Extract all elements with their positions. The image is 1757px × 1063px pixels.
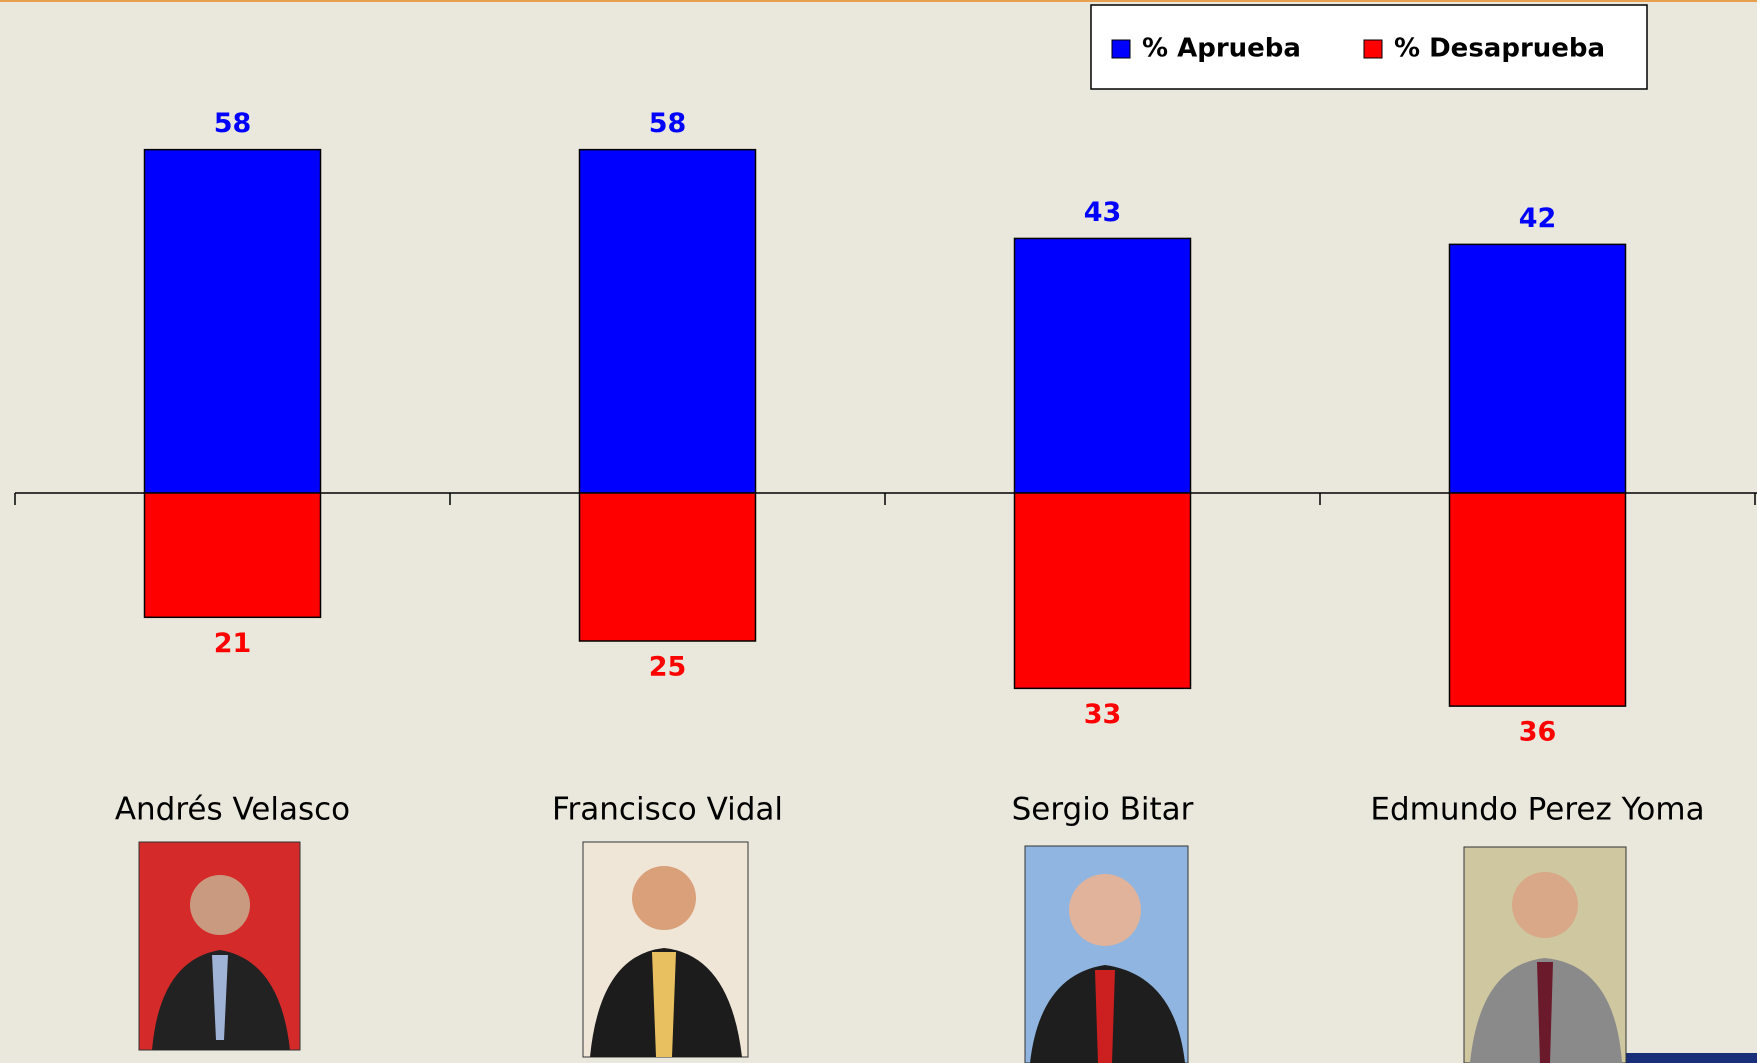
value-label: 21 xyxy=(214,628,252,659)
category-label: Sergio Bitar xyxy=(1012,792,1194,828)
bar xyxy=(1448,492,1627,707)
legend-label: % Aprueba xyxy=(1142,34,1301,64)
bar xyxy=(1013,237,1192,494)
value-label: 43 xyxy=(1084,197,1122,228)
corner-block xyxy=(1625,1053,1757,1063)
value-label: 58 xyxy=(214,108,252,139)
bar xyxy=(1013,492,1192,690)
bar xyxy=(143,148,322,494)
bar xyxy=(143,492,322,619)
bar xyxy=(1448,243,1627,494)
category-label: Andrés Velasco xyxy=(115,792,350,828)
value-label: 58 xyxy=(649,108,687,139)
bar xyxy=(578,492,757,642)
photo xyxy=(1463,846,1627,1063)
legend-swatch xyxy=(1363,39,1383,59)
value-label: 33 xyxy=(1084,699,1122,730)
legend-swatch xyxy=(1111,39,1131,59)
value-label: 25 xyxy=(649,652,687,683)
bar xyxy=(578,148,757,494)
value-label: 36 xyxy=(1519,717,1557,748)
value-label: 42 xyxy=(1519,203,1557,234)
category-label: Edmundo Perez Yoma xyxy=(1370,792,1704,828)
legend-label: % Desaprueba xyxy=(1394,34,1605,64)
photos xyxy=(138,841,1627,1063)
photo xyxy=(138,841,301,1051)
category-label: Francisco Vidal xyxy=(552,792,783,828)
photo xyxy=(582,841,749,1058)
plot-area: Andrés Velasco 58 21 Francisco Vidal 58 25 Ser… xyxy=(14,34,1757,828)
photo xyxy=(1024,845,1189,1063)
